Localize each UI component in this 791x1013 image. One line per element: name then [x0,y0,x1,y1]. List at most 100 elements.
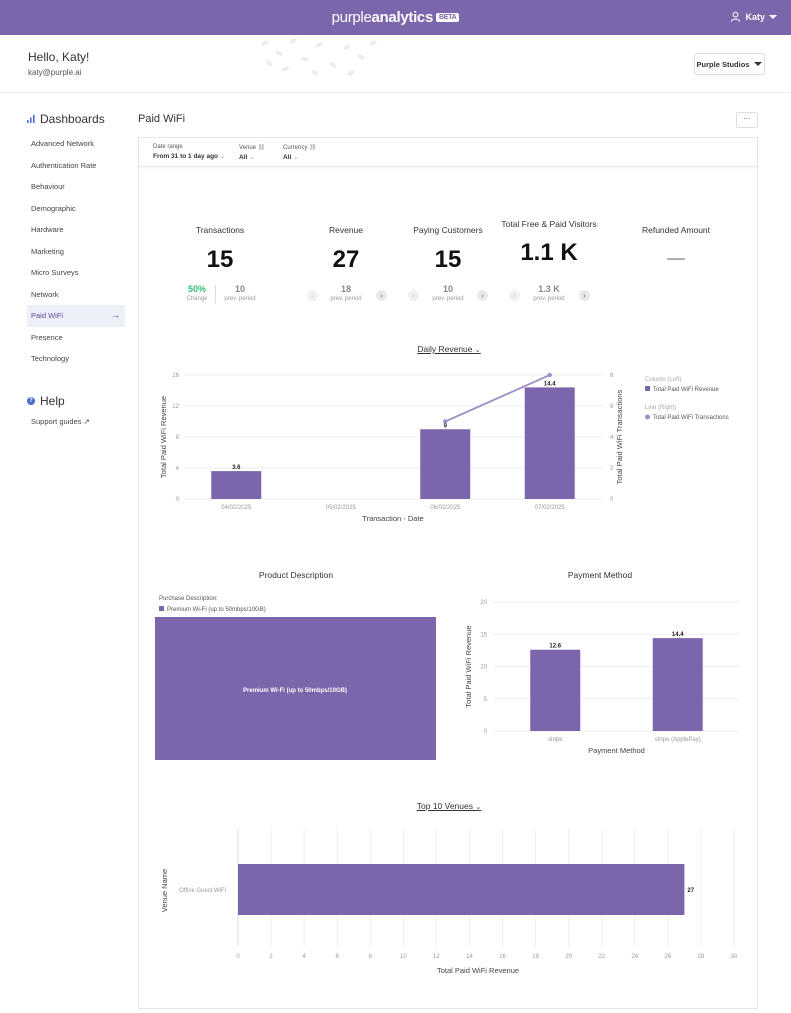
top-venues-title[interactable]: Top 10 Venues ⌄ [399,801,499,811]
bar [530,649,581,731]
date-range-filter[interactable]: Date range From 31 to 1 day ago ⌄ [153,144,225,160]
y-tick-label: 0 [484,729,488,735]
y-tick-label: Office Guest WiFi [179,888,226,894]
x-axis-label: Total Paid WiFi Revenue [437,966,519,975]
kpi-prev: 1.3 K prev. period [528,284,570,302]
x-tick-label: 12 [433,954,440,960]
sidebar: Dashboards Advanced Network Authenticati… [27,110,125,426]
dashboards-label: Dashboards [40,112,105,126]
x-tick-label: 05/02/2025 [326,505,357,511]
treemap-label: Premium Wi-Fi (up to 50mbps/10GB) [243,688,347,694]
daily-revenue-title[interactable]: Daily Revenue ⌄ [399,344,499,354]
payment-method-chart: 0 5 10 15 20 12.6 stripe 14.4 stripe (ApplePay) P… [464,600,739,755]
x-tick-label: 26 [665,954,672,960]
sidebar-item-behaviour[interactable]: Behaviour [31,182,65,191]
arrow-right-icon: → [111,310,120,320]
sidebar-item-micro-surveys[interactable]: Micro Surveys [31,268,79,277]
x-tick-label: 20 [565,954,572,960]
greeting: Hello, Katy! [28,50,90,64]
legend-entry: Premium Wi-Fi (up to 50mbps/10GB) [167,607,266,613]
currency-filter[interactable]: Currency ⛓ All ⌄ [283,144,317,161]
page-header: Hello, Katy! katy@purple.ai Purple Studi… [0,35,791,93]
kpi-revenue: Revenue 27 [296,225,396,274]
data-label: 9 [444,423,448,429]
x-tick-label: 2 [269,954,273,960]
y-tick-label: 5 [484,697,488,703]
sidebar-item-hardware[interactable]: Hardware [31,225,64,234]
brand-part-2: analytics [371,9,434,26]
x-tick-label: 0 [236,954,240,960]
product-description-title: Product Description [258,570,334,580]
previous-arrow-icon[interactable]: ‹ [408,290,419,301]
bar [420,429,471,499]
sidebar-item-presence[interactable]: Presence [31,332,63,342]
x-tick-label: 4 [302,954,306,960]
user-menu[interactable]: Katy [730,11,777,22]
next-arrow-icon[interactable]: › [477,290,488,301]
support-guides-link[interactable]: Support guides ↗ [31,416,90,426]
kpi-title: Transactions [195,225,245,235]
kpi-transactions: Transactions 15 [170,225,270,274]
y-tick-label: 10 [480,665,487,671]
brand-logo[interactable]: purpleanalytics BETA [0,9,791,26]
kpi-prev-label: prev. period [330,296,362,302]
next-arrow-icon[interactable]: › [376,290,387,301]
sidebar-item-paid-wifi[interactable]: Paid WiFi → [27,305,125,327]
sidebar-item-demographic[interactable]: Demographic [31,203,76,213]
y-axis-label: Total Paid WiFi Revenue [464,625,473,707]
org-selector[interactable]: Purple Studios [694,53,765,75]
legend-entry: Total Paid WiFi Transactions [653,415,729,421]
kpi-value: 27 [332,246,360,273]
next-arrow-icon[interactable]: › [579,290,590,301]
link-icon: ⛓ [309,145,317,151]
x-tick-label: 04/02/2025 [221,505,252,511]
kpi-prev: 10 prev. period [219,284,261,302]
x-tick-label: 18 [532,954,539,960]
legend-title: Purchase Description: [159,596,218,602]
kpi-refunded-amount: Refunded Amount — [626,225,726,269]
y-tick-label: 16 [172,373,179,379]
venue-filter[interactable]: Venue ⛓ All ⌄ [239,144,265,161]
legend-group-label: Line (Right) [645,405,676,411]
legend-entry: Total Paid WiFi Revenue [653,387,719,393]
sidebar-item-advanced-network[interactable]: Advanced Network [31,139,94,148]
sidebar-item-marketing[interactable]: Marketing [31,246,64,256]
kpi-prev-label: prev. period [432,296,464,302]
line-point [547,372,552,378]
kpi-value: — [667,248,685,268]
y-axis-label: Venue Name [160,869,169,912]
x-tick-label: 24 [631,954,638,960]
bar-chart-icon [27,115,35,123]
y2-axis-label: Total Paid WiFi Transactions [615,389,624,484]
bar [211,471,262,499]
x-tick-label: stripe (ApplePay) [655,737,701,743]
sidebar-item-label: Paid WiFi [31,311,64,320]
daily-revenue-chart: 0 4 8 12 16 0 2 4 6 8 3.6 04/02/2025 05/02/2025 9 06/0… [159,372,729,523]
sidebar-item-authentication-rate[interactable]: Authentication Rate [31,160,97,170]
x-axis-label: Payment Method [588,746,645,755]
treemap-tile [155,617,436,760]
top-bar: purpleanalytics BETA Katy [0,0,791,35]
sidebar-item-technology[interactable]: Technology [31,354,69,363]
data-label: 12.6 [549,644,561,650]
x-tick-label: 06/02/2025 [430,505,461,511]
help-heading: ? Help [27,393,125,409]
legend-swatch [645,414,650,420]
x-tick-label: stripe [548,737,563,743]
filter-label: Venue [239,145,257,151]
chevron-down-icon: ⌄ [474,347,481,354]
sidebar-item-network[interactable]: Network [31,289,59,299]
page-title: Paid WiFi [138,113,186,125]
y-tick-label: 0 [176,497,180,503]
kpi-value: 1.1 K [520,239,578,266]
more-options-button[interactable]: ··· [736,112,758,128]
y-tick-label: 12 [172,404,179,410]
previous-arrow-icon[interactable]: ‹ [307,290,318,301]
kpi-divider [215,285,216,303]
bar [524,387,575,499]
previous-arrow-icon[interactable]: ‹ [509,290,520,301]
x-axis-label: Transaction - Date [362,514,423,523]
kpi-prev: 18 prev. period [325,284,367,302]
x-tick-label: 6 [336,954,340,960]
